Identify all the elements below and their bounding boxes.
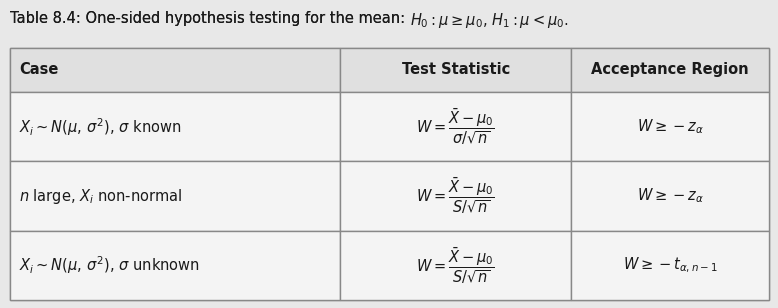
Text: $X_i \sim N(\mu,\,\sigma^2)$, $\sigma$ known: $X_i \sim N(\mu,\,\sigma^2)$, $\sigma$ k… [19, 116, 182, 137]
Bar [571, 92, 769, 161]
Bar [10, 48, 340, 92]
Text: $n$ large, $X_i$ non-normal: $n$ large, $X_i$ non-normal [19, 187, 183, 206]
Text: $W \geq -z_{\alpha}$: $W \geq -z_{\alpha}$ [636, 117, 703, 136]
Text: $W = \dfrac{\bar{X}-\mu_0}{\sigma/\sqrt{n}}$: $W = \dfrac{\bar{X}-\mu_0}{\sigma/\sqrt{… [416, 107, 495, 147]
Bar [571, 48, 769, 92]
Text: $X_i \sim N(\mu,\,\sigma^2)$, $\sigma$ unknown: $X_i \sim N(\mu,\,\sigma^2)$, $\sigma$ u… [19, 255, 201, 276]
Bar [10, 92, 340, 161]
Text: Table 8.4: One-sided hypothesis testing for the mean:: Table 8.4: One-sided hypothesis testing … [10, 11, 410, 26]
Text: Acceptance Region: Acceptance Region [591, 62, 749, 77]
Bar [340, 231, 571, 300]
Text: $H_0 : \mu \geq \mu_0$, $H_1: \mu < \mu_0$.: $H_0 : \mu \geq \mu_0$, $H_1: \mu < \mu_… [410, 11, 569, 30]
Bar [340, 92, 571, 161]
Bar [10, 161, 340, 231]
Bar [10, 231, 340, 300]
Text: Case: Case [19, 62, 59, 77]
Text: Table 8.4: One-sided hypothesis testing for the mean:: Table 8.4: One-sided hypothesis testing … [10, 11, 410, 26]
Text: $W \geq -t_{\alpha,n-1}$: $W \geq -t_{\alpha,n-1}$ [622, 256, 717, 275]
Text: $W = \dfrac{\bar{X}-\mu_0}{S/\sqrt{n}}$: $W = \dfrac{\bar{X}-\mu_0}{S/\sqrt{n}}$ [416, 176, 495, 216]
Text: $W = \dfrac{\bar{X}-\mu_0}{S/\sqrt{n}}$: $W = \dfrac{\bar{X}-\mu_0}{S/\sqrt{n}}$ [416, 245, 495, 286]
Text: Test Statistic: Test Statistic [401, 62, 510, 77]
Bar [340, 161, 571, 231]
Bar [571, 231, 769, 300]
Text: $W \geq -z_{\alpha}$: $W \geq -z_{\alpha}$ [636, 187, 703, 205]
Bar [571, 161, 769, 231]
Bar [10, 48, 769, 300]
Bar [340, 48, 571, 92]
